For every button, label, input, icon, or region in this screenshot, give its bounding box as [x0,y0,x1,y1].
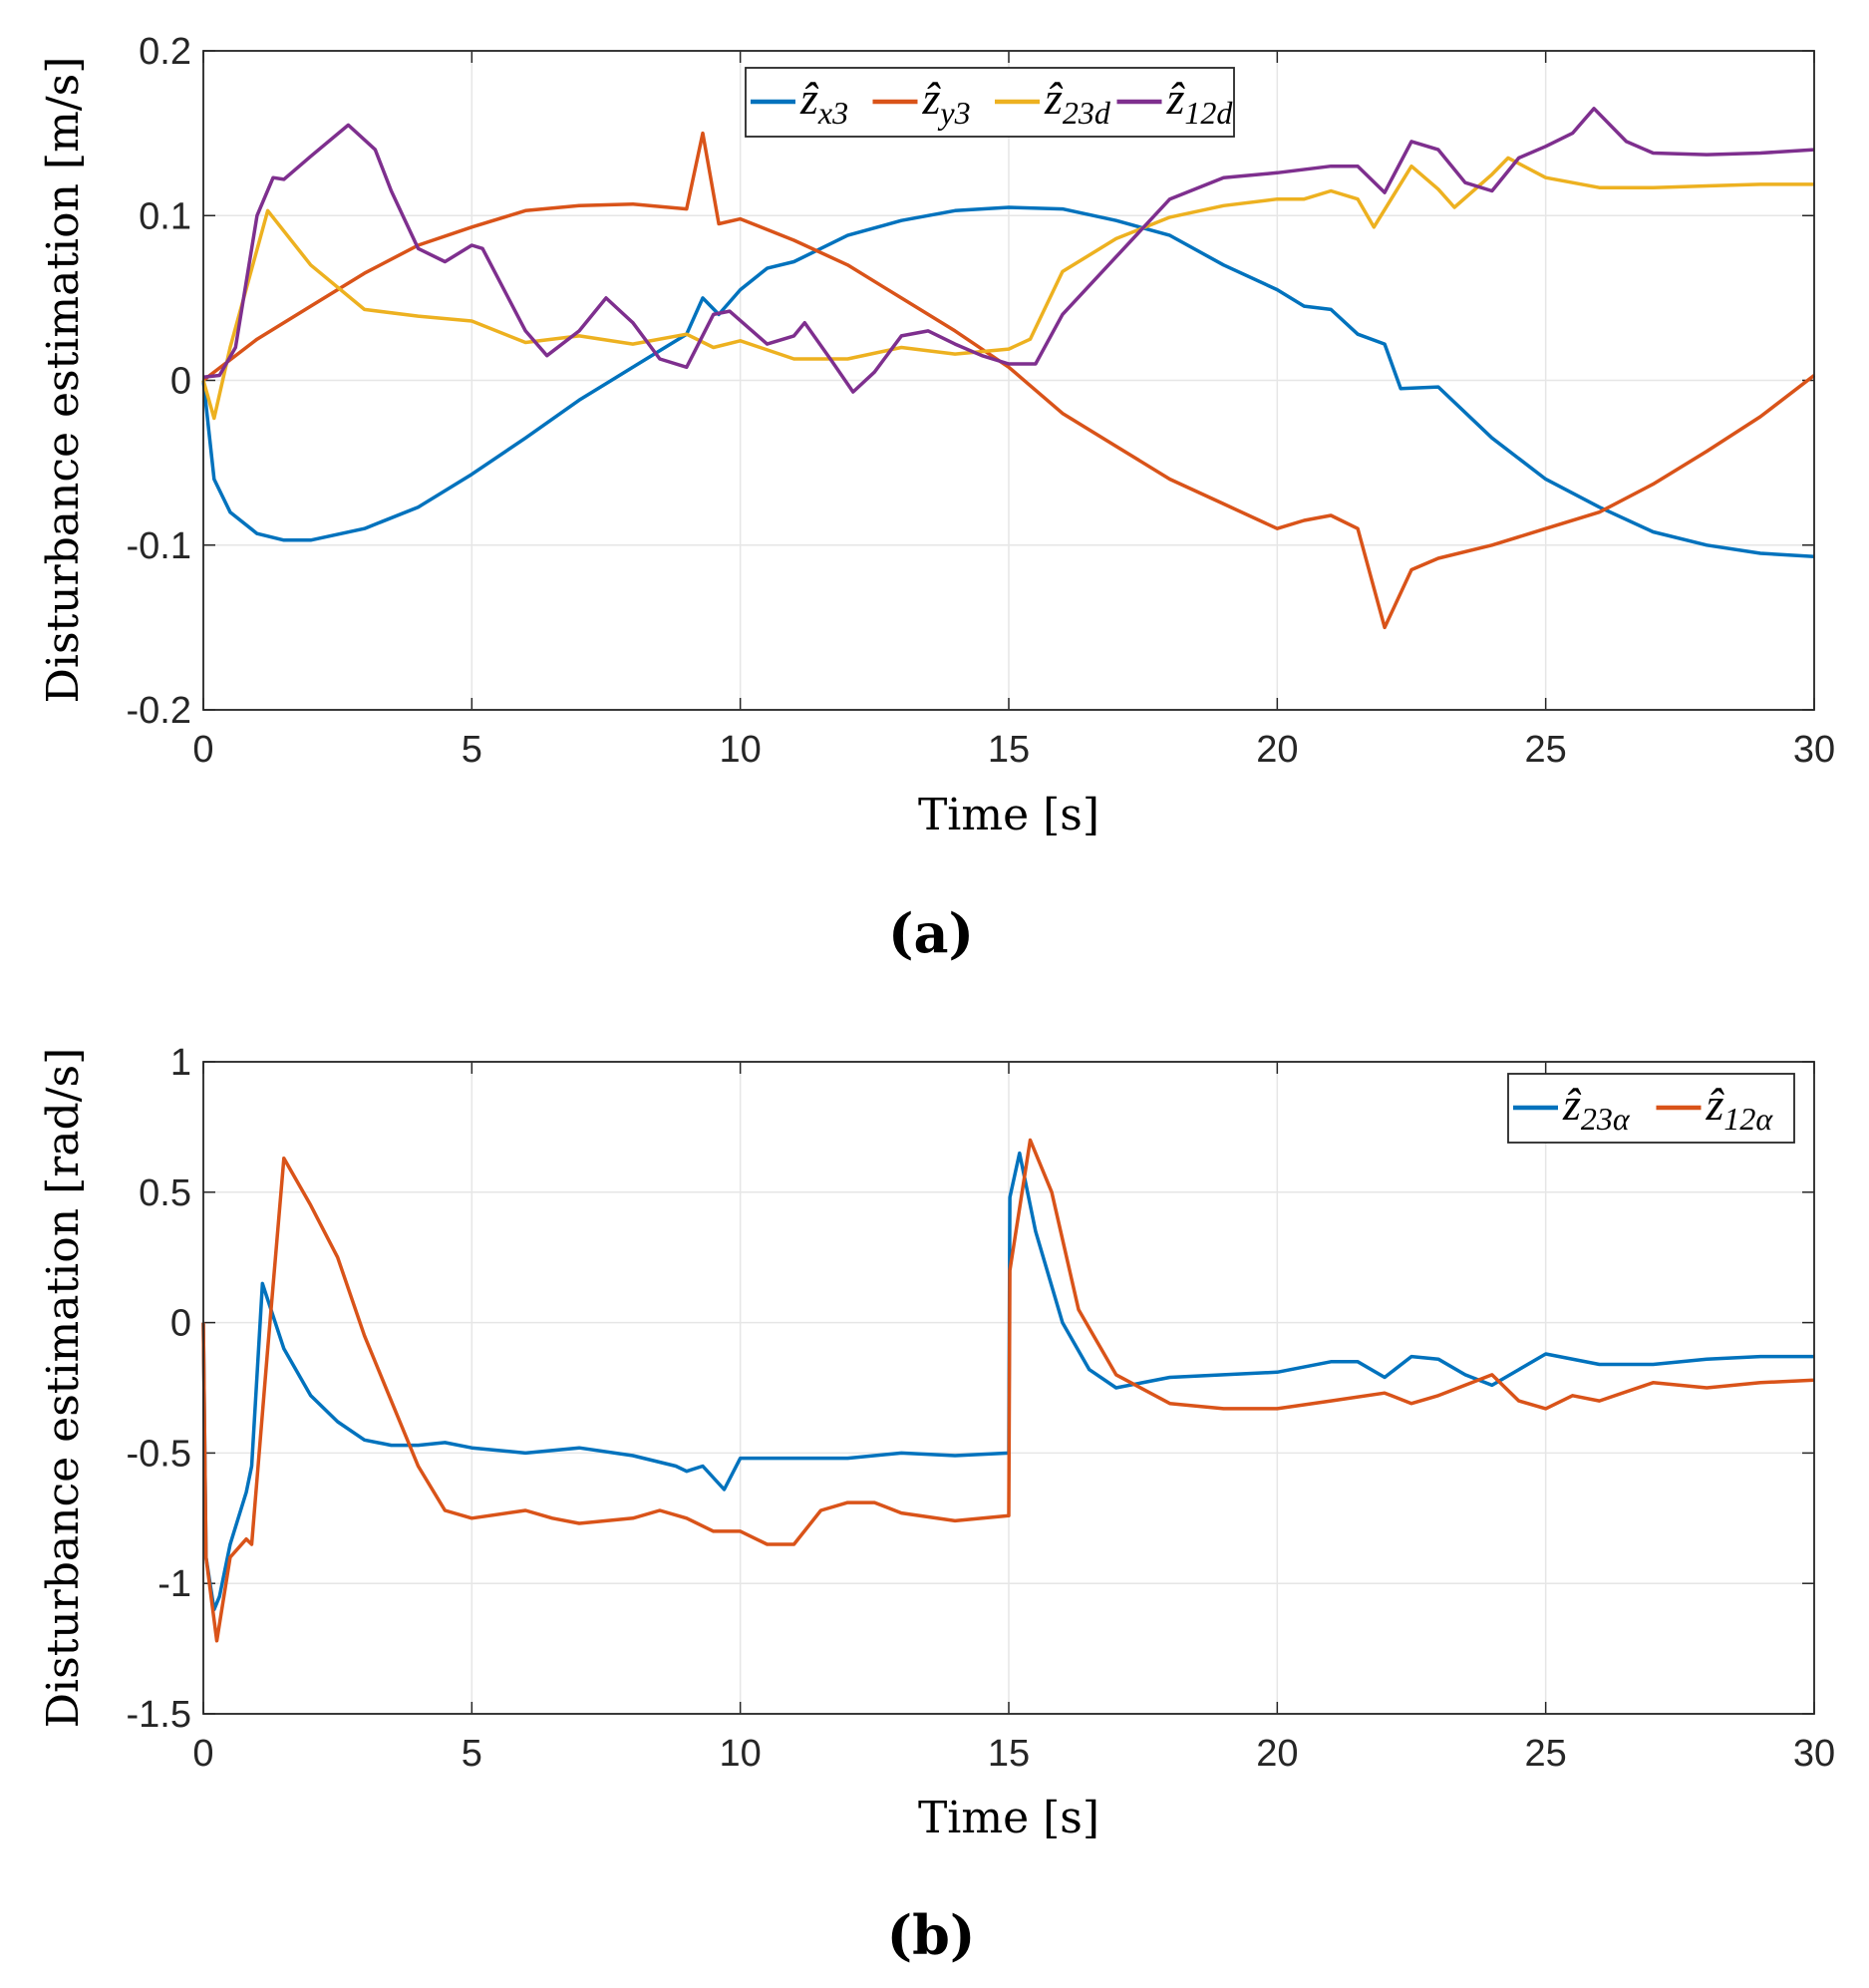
x-tick-label: 25 [1525,729,1567,771]
x-axis-label: Time [s] [918,1793,1099,1843]
x-tick-label: 20 [1256,729,1298,771]
series-line-x3 [201,205,1815,559]
x-tick-label: 10 [720,729,762,771]
y-tick-label: -0.2 [127,690,191,732]
legend-base: ẑ [799,73,819,124]
legend-sub: 12d [1184,95,1233,131]
x-tick-label: 25 [1525,1733,1567,1775]
x-tick-label: 30 [1793,1733,1835,1775]
legend-base: ẑ [1166,73,1186,124]
panel-a: Disturbance estimation [m/s] Time [s] (a… [38,31,1835,965]
series-line-12d [202,107,1815,394]
y-tick-label: 0.1 [139,195,191,237]
series-line-23α [201,1151,1814,1612]
axes-frame [202,50,1815,711]
legend-entry: ẑy3 [922,73,971,131]
legend: ẑ23α ẑ12α [1507,1073,1795,1144]
y-tick-label: 0 [170,361,191,403]
y-tick-label: 0.2 [139,31,191,73]
legend-entry: ẑ12α [1706,1079,1774,1137]
y-tick-label: 0.5 [139,1172,191,1214]
y-tick-label: 0 [170,1303,191,1345]
x-tick-label: 0 [192,1733,213,1775]
x-tick-label: 10 [720,1733,762,1775]
legend-entry: ẑx3 [799,73,848,131]
legend-base: ẑ [1562,1079,1582,1130]
legend-entry: ẑ23d [1044,73,1111,131]
legend-entry: ẑ12d [1166,73,1234,131]
x-tick-label: 5 [462,729,482,771]
legend-base: ẑ [1706,1079,1725,1130]
axes-frame [202,1061,1815,1715]
caption: (a) [888,901,974,965]
y-tick-label: -1 [157,1563,191,1605]
caption: (b) [887,1903,976,1967]
series-line-y3 [201,131,1816,630]
y-tick-label: -0.5 [127,1433,191,1475]
legend-entry: ẑ23α [1562,1079,1631,1137]
legend: ẑx3 ẑy3 ẑ23d ẑ12d [745,67,1235,138]
y-tick-label: -0.1 [127,525,191,567]
series-line-12α [201,1138,1815,1643]
y-tick-label: -1.5 [127,1694,191,1736]
legend-sub: x3 [817,95,848,131]
legend-sub: y3 [937,95,970,131]
x-tick-label: 15 [988,1733,1030,1775]
legend-base: ẑ [1044,73,1064,124]
x-tick-label: 20 [1256,1733,1298,1775]
x-tick-label: 0 [192,729,213,771]
y-axis-label: Disturbance estimation [rad/s] [38,1048,89,1728]
y-axis-label: Disturbance estimation [m/s] [38,57,89,704]
x-tick-label: 15 [988,729,1030,771]
legend-sub: 12α [1723,1101,1773,1137]
x-axis-label: Time [s] [918,790,1099,840]
panel-b: Disturbance estimation [rad/s] Time [s] … [38,1042,1835,1967]
legend-sub: 23α [1581,1101,1631,1137]
y-tick-label: 1 [170,1042,191,1084]
x-tick-label: 5 [462,1733,482,1775]
x-tick-label: 30 [1793,729,1835,771]
legend-sub: 23d [1063,95,1111,131]
legend-base: ẑ [922,73,942,124]
series-line-23d [201,156,1814,421]
